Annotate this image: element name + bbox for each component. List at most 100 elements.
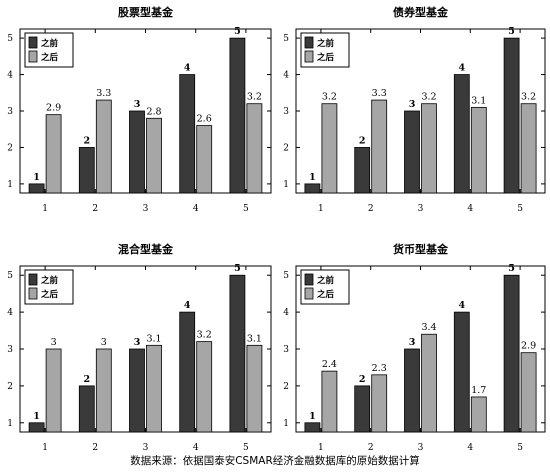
data-label-after: 3 [101, 337, 107, 348]
data-label-before: 2 [359, 374, 366, 385]
x-tick-label: 4 [467, 443, 473, 452]
x-tick-label: 2 [92, 443, 98, 452]
legend-swatch [304, 273, 314, 286]
legend-swatch [304, 50, 314, 63]
data-label-after: 1.7 [471, 385, 486, 396]
x-tick-label: 5 [243, 443, 249, 452]
y-tick-label: 5 [7, 34, 13, 44]
legend-swatch [28, 273, 38, 286]
bar-before [404, 348, 420, 433]
legend-label: 之前 [41, 38, 59, 49]
data-label-before: 1 [309, 172, 316, 183]
data-label-after: 3.1 [247, 333, 262, 344]
bar-after [146, 117, 162, 194]
y-tick-label: 5 [283, 271, 289, 281]
bar-before [179, 74, 196, 194]
chart-title: 股票型基金 [118, 5, 174, 19]
legend-swatch [28, 287, 38, 300]
bar-after [470, 106, 487, 194]
bar-before [354, 147, 371, 194]
bar-after [95, 348, 112, 433]
bar-before [404, 110, 420, 194]
chart-title: 混合型基金 [118, 242, 174, 256]
bar-before [503, 37, 520, 194]
bar-before [129, 110, 145, 194]
data-label-before: 1 [33, 172, 40, 183]
bar-before [229, 37, 246, 194]
bar-before [179, 311, 196, 433]
y-tick-label: 4 [7, 71, 13, 81]
data-label-after: 2.6 [197, 114, 212, 125]
data-label-before: 5 [234, 26, 241, 37]
bar-after [520, 352, 537, 433]
data-label-after: 3.2 [421, 92, 436, 103]
bar-after [421, 103, 437, 194]
legend-label: 之前 [41, 275, 59, 286]
bar-after [371, 374, 388, 433]
bar-before [453, 74, 470, 194]
bar-before [129, 348, 145, 433]
x-tick-label: 4 [193, 443, 199, 452]
data-label-after: 2.9 [521, 341, 536, 352]
y-tick-label: 1 [283, 419, 289, 429]
bar-before [28, 422, 45, 433]
data-label-before: 4 [458, 63, 465, 74]
data-label-before: 2 [83, 135, 90, 146]
x-tick-label: 5 [243, 204, 249, 214]
data-label-after: 3.2 [322, 92, 337, 103]
x-tick-label: 3 [418, 204, 424, 214]
y-tick-label: 1 [7, 419, 13, 429]
bar-after [95, 99, 112, 194]
bar-before [229, 274, 246, 433]
data-label-after: 3.2 [197, 330, 212, 341]
bar-before [28, 183, 45, 194]
bar-after [196, 341, 213, 433]
data-label-after: 3 [51, 337, 57, 348]
data-label-before: 2 [83, 374, 90, 385]
bar-after [45, 348, 62, 433]
data-label-after: 3.3 [96, 88, 111, 99]
x-tick-label: 4 [467, 204, 473, 214]
data-label-after: 3.4 [421, 322, 436, 333]
y-tick-label: 2 [7, 382, 13, 392]
data-label-after: 3.1 [146, 333, 161, 344]
y-tick-label: 2 [283, 382, 289, 392]
y-tick-label: 3 [7, 107, 13, 117]
y-tick-label: 4 [283, 71, 289, 81]
legend-label: 之后 [41, 289, 59, 300]
legend-label: 之前 [317, 38, 335, 49]
y-tick-label: 4 [283, 308, 289, 318]
data-label-before: 1 [33, 411, 40, 422]
x-tick-label: 5 [517, 443, 523, 452]
chart-canvas: 股票型基金12345112.9223.3332.8442.6553.2之前之后债… [7, 5, 546, 452]
legend-label: 之后 [41, 52, 59, 63]
data-label-after: 2.4 [322, 359, 337, 370]
bar-after [520, 103, 537, 194]
data-label-before: 3 [134, 99, 141, 110]
y-tick-label: 5 [7, 271, 13, 281]
bar-after [470, 396, 487, 433]
data-label-after: 3.2 [521, 92, 536, 103]
x-tick-label: 5 [517, 204, 523, 214]
bar-before [78, 385, 95, 433]
x-tick-label: 1 [42, 204, 48, 214]
legend-label: 之后 [317, 289, 335, 300]
legend-swatch [304, 287, 314, 300]
chart-title: 货币型基金 [392, 242, 449, 256]
data-label-after: 3.2 [247, 92, 262, 103]
y-tick-label: 3 [283, 345, 289, 355]
x-tick-label: 1 [42, 443, 48, 452]
bar-before [304, 422, 321, 433]
data-label-before: 1 [309, 411, 316, 422]
x-tick-label: 2 [368, 204, 374, 214]
bar-before [78, 147, 95, 194]
bar-after [196, 125, 213, 194]
data-label-before: 2 [359, 135, 366, 146]
y-tick-label: 2 [7, 143, 13, 153]
data-label-before: 4 [184, 63, 191, 74]
bar-before [354, 385, 371, 433]
